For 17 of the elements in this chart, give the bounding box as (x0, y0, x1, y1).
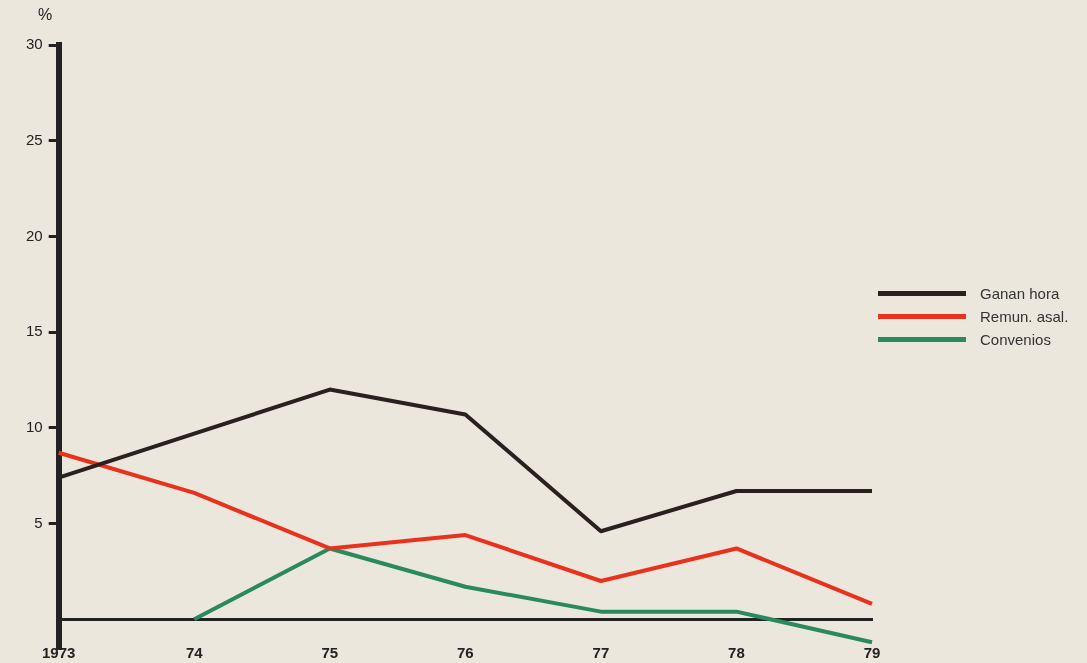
y-tick-label: 15 (26, 322, 43, 340)
x-tick-label: 77 (592, 644, 610, 662)
x-tick-label: 75 (321, 644, 339, 662)
y-tick-label: 25 (26, 130, 43, 148)
x-tick-label: 79 (863, 644, 881, 662)
x-tick-label: 78 (728, 644, 745, 662)
y-axis-title: % (38, 6, 53, 24)
x-tick-label: 1973 (42, 644, 76, 662)
y-tick-label: 10 (26, 418, 43, 435)
y-tick-label: 5 (34, 513, 43, 531)
x-tick-label: 76 (457, 644, 474, 662)
y-tick-label: 20 (26, 226, 43, 244)
text: Convenios (980, 331, 1051, 348)
y-tick-label: 30 (26, 35, 43, 53)
x-tick-label: 74 (185, 644, 204, 662)
text: Remun. asal. (980, 308, 1069, 325)
text: Ganan hora (980, 285, 1060, 302)
